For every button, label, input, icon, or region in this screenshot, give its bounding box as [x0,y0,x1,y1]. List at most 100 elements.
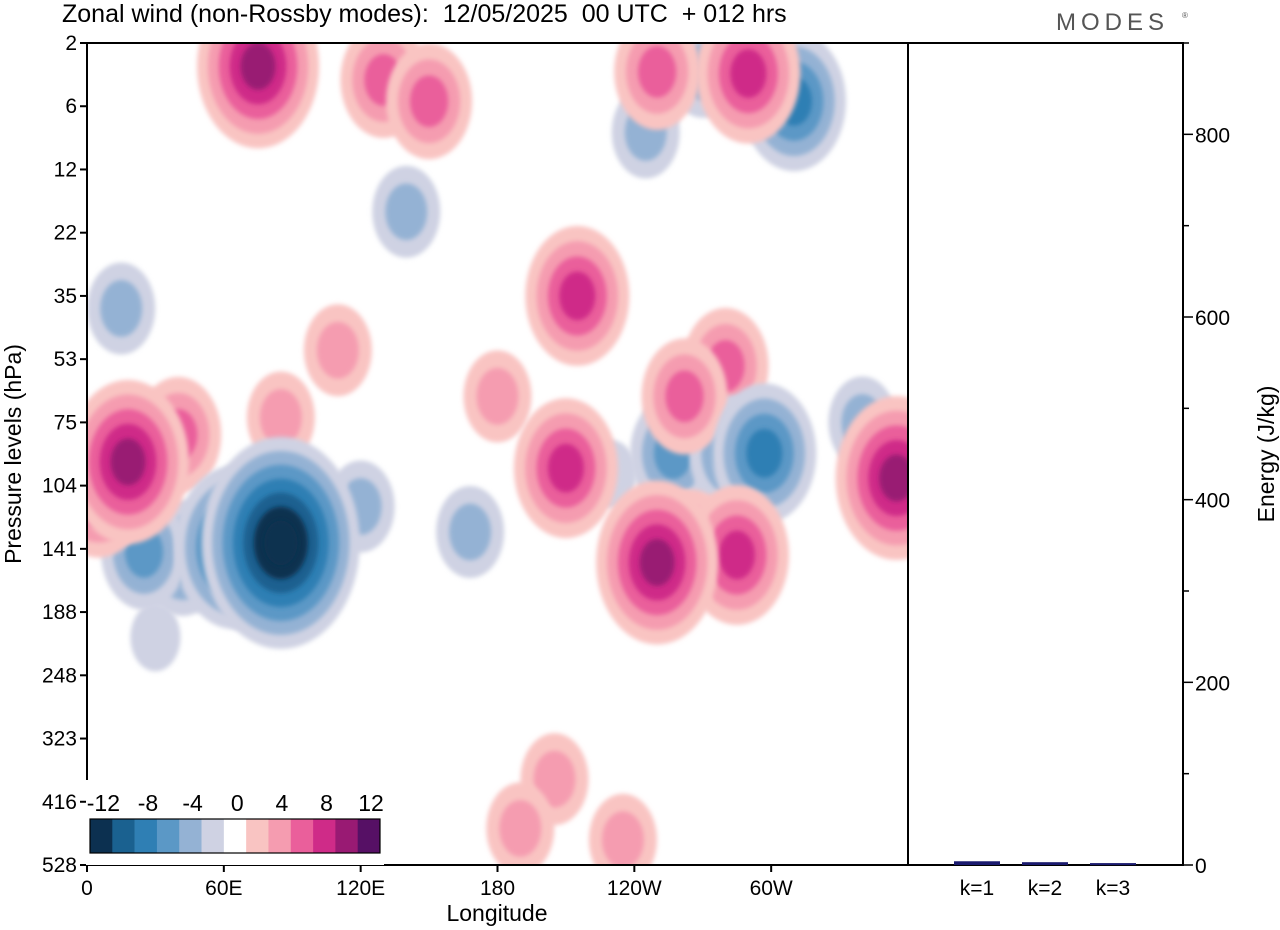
energy-bars: k=1 k=2 k=3 [954,861,1136,900]
contour-ring [547,443,585,493]
contour-ring [718,530,756,580]
wind-features [87,43,908,865]
colorbar-label: -12 [87,790,120,816]
colorbar-swatch [179,819,202,853]
energy-tick-label: 400 [1195,490,1230,513]
colorbar-swatch [201,819,225,853]
contour-ring [499,800,542,857]
energy-bar [954,861,1000,865]
colorbar-swatch [90,819,113,853]
contour-ring [449,503,492,561]
y-tick-label: 2 [65,32,77,55]
wind-feature [386,43,473,160]
wind-feature [303,304,372,397]
x-tick-label: 0 [81,877,93,900]
energy-frame [907,42,1184,866]
brand-logo: MODES [1056,9,1170,36]
wind-feature [87,379,190,544]
colorbar-label: 0 [231,790,244,816]
wind-feature [513,398,618,539]
wind-feature [372,165,441,258]
x-tick-label: 180 [480,877,515,900]
y-tick-label: 6 [65,95,77,118]
x-tick-label: 120W [607,877,662,900]
brand-mark: ® [1182,11,1188,20]
contour-ring [100,280,143,337]
y-tick-label: 12 [54,158,77,181]
chart-title: Zonal wind (non-Rossby modes): 12/05/202… [62,0,787,28]
colorbar-swatch [246,819,269,853]
wind-feature [130,603,181,672]
energy-tick-label: 200 [1195,672,1230,695]
contour-ring [533,750,576,808]
contour-ring [385,183,428,241]
colorbar-label: 8 [320,790,333,816]
contour-ring [638,46,677,98]
energy-panel: 0 200 400 600 800 k=1 k=2 k=3 Energy (J/kg) [907,42,1279,900]
wind-feature [463,350,532,443]
y-tick-label: 528 [42,854,77,877]
x-tick-label: 120E [336,877,385,900]
colorbar: -12 -8 -4 0 4 8 12 [86,780,384,865]
colorbar-swatch [134,819,158,853]
contour-ring [665,370,704,423]
y-tick-label: 141 [42,538,77,561]
x-tick-label: 60W [750,877,793,900]
wind-feature [436,485,505,578]
y-tick-label: 248 [42,664,77,687]
colorbar-swatch [357,819,381,853]
x-axis-title: Longitude [446,900,547,926]
energy-bar [1090,863,1136,866]
wind-feature [87,262,156,355]
y-tick-label: 188 [42,601,77,624]
colorbar-swatch [290,819,314,853]
y-tick-label: 53 [54,348,77,371]
y-tick-label: 22 [54,222,77,245]
colorbar-label: 4 [275,790,288,816]
wind-feature [641,338,728,455]
contour-ring [110,438,146,486]
energy-bar-label: k=2 [1028,877,1062,900]
wind-feature [486,782,555,865]
contour-ring [730,49,767,98]
contour-ring [240,43,276,90]
colorbar-swatch [156,819,180,853]
wind-feature [835,396,908,561]
contour-ring [639,539,675,586]
colorbar-swatch [335,819,358,853]
wind-feature [201,436,360,649]
energy-bar-label: k=1 [960,877,994,900]
pressure-axis: 2 6 12 22 35 53 75 104 141 188 248 323 416 528 [42,32,87,877]
wind-field-contours [87,43,908,865]
energy-bar-label: k=3 [1096,877,1130,900]
energy-axis-title: Energy (J/kg) [1253,386,1279,523]
wind-feature [696,43,801,144]
energy-tick-label: 600 [1195,307,1230,330]
energy-tick-label: 800 [1195,124,1230,147]
energy-bar [1022,862,1068,865]
contour-ring [259,389,302,446]
y-tick-label: 75 [54,411,77,434]
colorbar-swatch [313,819,336,853]
y-tick-label: 104 [42,475,77,498]
colorbar-label: 12 [358,790,384,816]
contour-ring [130,603,181,672]
contour-ring [746,428,783,478]
colorbar-swatch [268,819,292,853]
wind-feature [596,480,719,645]
contour-ring [264,520,298,566]
contour-ring [409,75,449,128]
contour-ring [602,811,644,865]
y-tick-label: 416 [42,791,77,814]
colorbar-label: -8 [138,790,158,816]
y-tick-label: 323 [42,728,77,751]
energy-tick-label: 0 [1195,855,1207,878]
contour-ring [476,368,519,425]
contour-ring [559,271,596,321]
wind-feature [614,43,701,130]
contour-ring [316,321,359,379]
wind-feature [197,43,320,149]
y-tick-label: 35 [54,285,77,308]
wind-feature [525,225,630,366]
